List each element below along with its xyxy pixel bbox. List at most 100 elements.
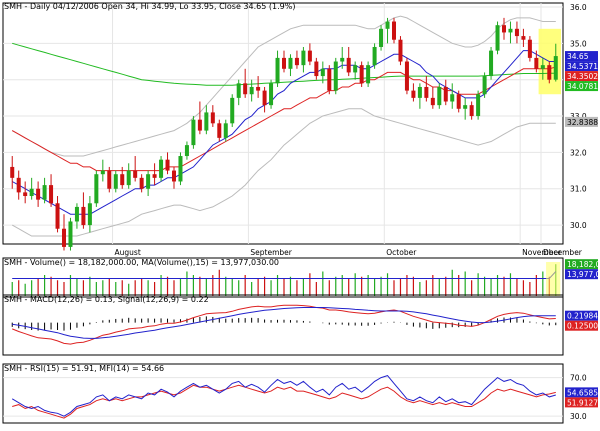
candle-down [165,159,170,171]
volume-header: SMH - Volume() = 18,182,000.00, MA(Volum… [4,258,279,267]
price-header: SMH - Daily 04/12/2006 Open 34, Hi 34.99… [4,2,295,11]
candle-down [107,170,112,189]
candle-up [68,221,73,247]
candle-up [489,50,494,77]
price-value-label: 34.65 [567,52,589,61]
candle-down [424,86,429,98]
ma-short-line [11,50,556,215]
candle-down [391,21,397,40]
candle-down [133,170,138,178]
rsi-header: SMH - RSI(15) = 51.91, MFI(14) = 54.66 [4,364,164,373]
price-y-tick-label: 32.0 [570,148,587,157]
candle-down [314,61,319,77]
price-value-label: 34.0781 [567,82,598,91]
price-y-tick-label: 30.0 [570,221,587,230]
candle-down [534,57,539,69]
candle-down [55,203,60,229]
macd-value-label: 0.125002 [567,322,600,331]
candle-down [210,112,215,124]
candle-up [437,86,442,106]
candle-up [301,50,306,66]
vol-frame [2,257,564,298]
vol-value-label: 13,977,030 [567,270,600,279]
candle-down [456,94,461,109]
candle-up [269,83,274,106]
candle-up [540,65,545,69]
vol-value-label: 18,182,000 [567,260,600,269]
candle-down [430,97,435,106]
candle-up [417,86,422,98]
macd-value-label-box [565,310,598,321]
candle-down [139,177,144,189]
rsi-y-tick-label: 30.0 [570,412,587,421]
candle-up [320,68,325,77]
candle-down [443,86,448,102]
candle-up [29,188,34,197]
candle-down [171,170,177,182]
candle-down [307,50,312,62]
volume-ma-line [12,271,557,279]
candle-up [74,206,79,222]
candle-down [469,105,474,117]
candle-up [204,112,209,131]
price-frame [2,2,564,245]
candle-up [508,28,513,33]
candle-up [476,94,481,117]
candle-up [159,159,164,178]
candle-down [152,174,157,178]
rsi-y-tick-label: 70.0 [570,374,587,383]
macd-frame [2,294,564,356]
candle-down [10,166,15,178]
candle-up [100,170,105,175]
macd-value-label: 0.219844 [567,312,600,321]
price-value-label: 34.5371 [567,62,598,71]
candle-up [42,185,47,200]
candle-up [340,57,345,62]
price-y-tick-label: 36.0 [570,3,587,12]
x-tick-label: November [522,248,562,257]
x-tick-label: September [250,248,292,257]
price-panel: 30.031.032.033.034.035.036.0AugustSeptem… [2,2,598,257]
macd-value-label-box [565,320,598,331]
volume-panel: 18,182,00013,977,030 [2,257,600,298]
rsi-value-label: 54.6585 [567,388,598,397]
candle-down [547,65,552,80]
candle-down [359,65,364,84]
price-value-label-box [565,61,598,72]
mfi-line [12,384,556,419]
candle-down [294,57,299,66]
candle-down [243,83,248,95]
candle-down [521,36,526,40]
candle-up [178,156,183,182]
candle-down [23,192,28,197]
candle-up [87,203,92,226]
candle-down [49,185,54,204]
macd-signal-line [12,307,556,339]
ma-green-line [12,42,556,86]
candle-up [385,21,390,29]
price-value-label-box [565,116,598,127]
candle-up [482,76,487,95]
candle-down [514,28,519,37]
rsi-value-label-box [565,397,598,408]
candle-down [81,206,86,226]
candle-up [249,86,254,95]
candle-up [126,170,131,186]
vol-value-label-box [565,259,598,270]
candle-down [197,119,202,131]
candle-up [372,46,377,66]
candle-down [404,61,409,91]
rsi-value-label-box [565,387,598,398]
bollinger-lower-line [11,108,556,237]
candle-up [379,28,384,47]
candle-up [553,56,558,80]
price-value-label: 34.3502 [567,72,598,81]
candle-down [346,57,351,73]
candle-up [275,57,280,84]
candle-up [113,174,118,189]
candle-up [366,65,371,84]
price-value-label-box [565,71,598,82]
candle-up [184,145,189,157]
